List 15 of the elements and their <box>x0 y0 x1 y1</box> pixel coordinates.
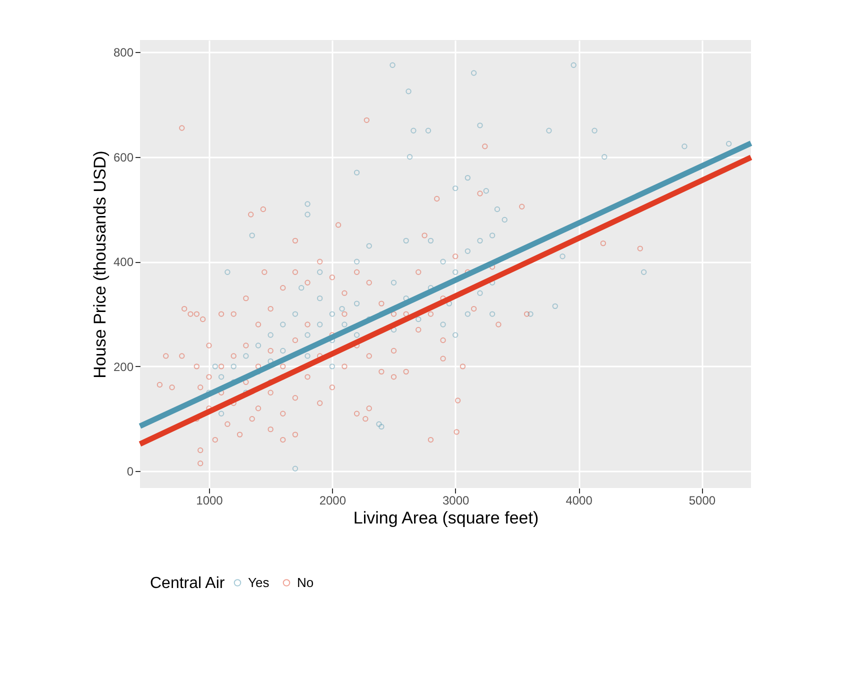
y-tick-label: 600 <box>113 150 134 164</box>
legend-label: No <box>297 574 314 590</box>
x-tick-label: 4000 <box>566 494 593 508</box>
x-tick-label: 5000 <box>688 494 716 508</box>
legend-title: Central Air <box>150 575 226 592</box>
x-tick-label: 1000 <box>196 494 224 508</box>
y-tick-label: 400 <box>113 255 134 270</box>
y-tick-label: 800 <box>113 46 134 60</box>
x-tick-label: 2000 <box>319 494 346 508</box>
legend-label: Yes <box>248 574 270 590</box>
x-tick-label: 3000 <box>442 494 470 508</box>
y-axis-title: House Price (thousands USD) <box>90 150 110 378</box>
x-axis-title: Living Area (square feet) <box>353 508 539 528</box>
y-tick-label: 0 <box>126 464 134 479</box>
y-tick-label: 200 <box>113 360 134 374</box>
